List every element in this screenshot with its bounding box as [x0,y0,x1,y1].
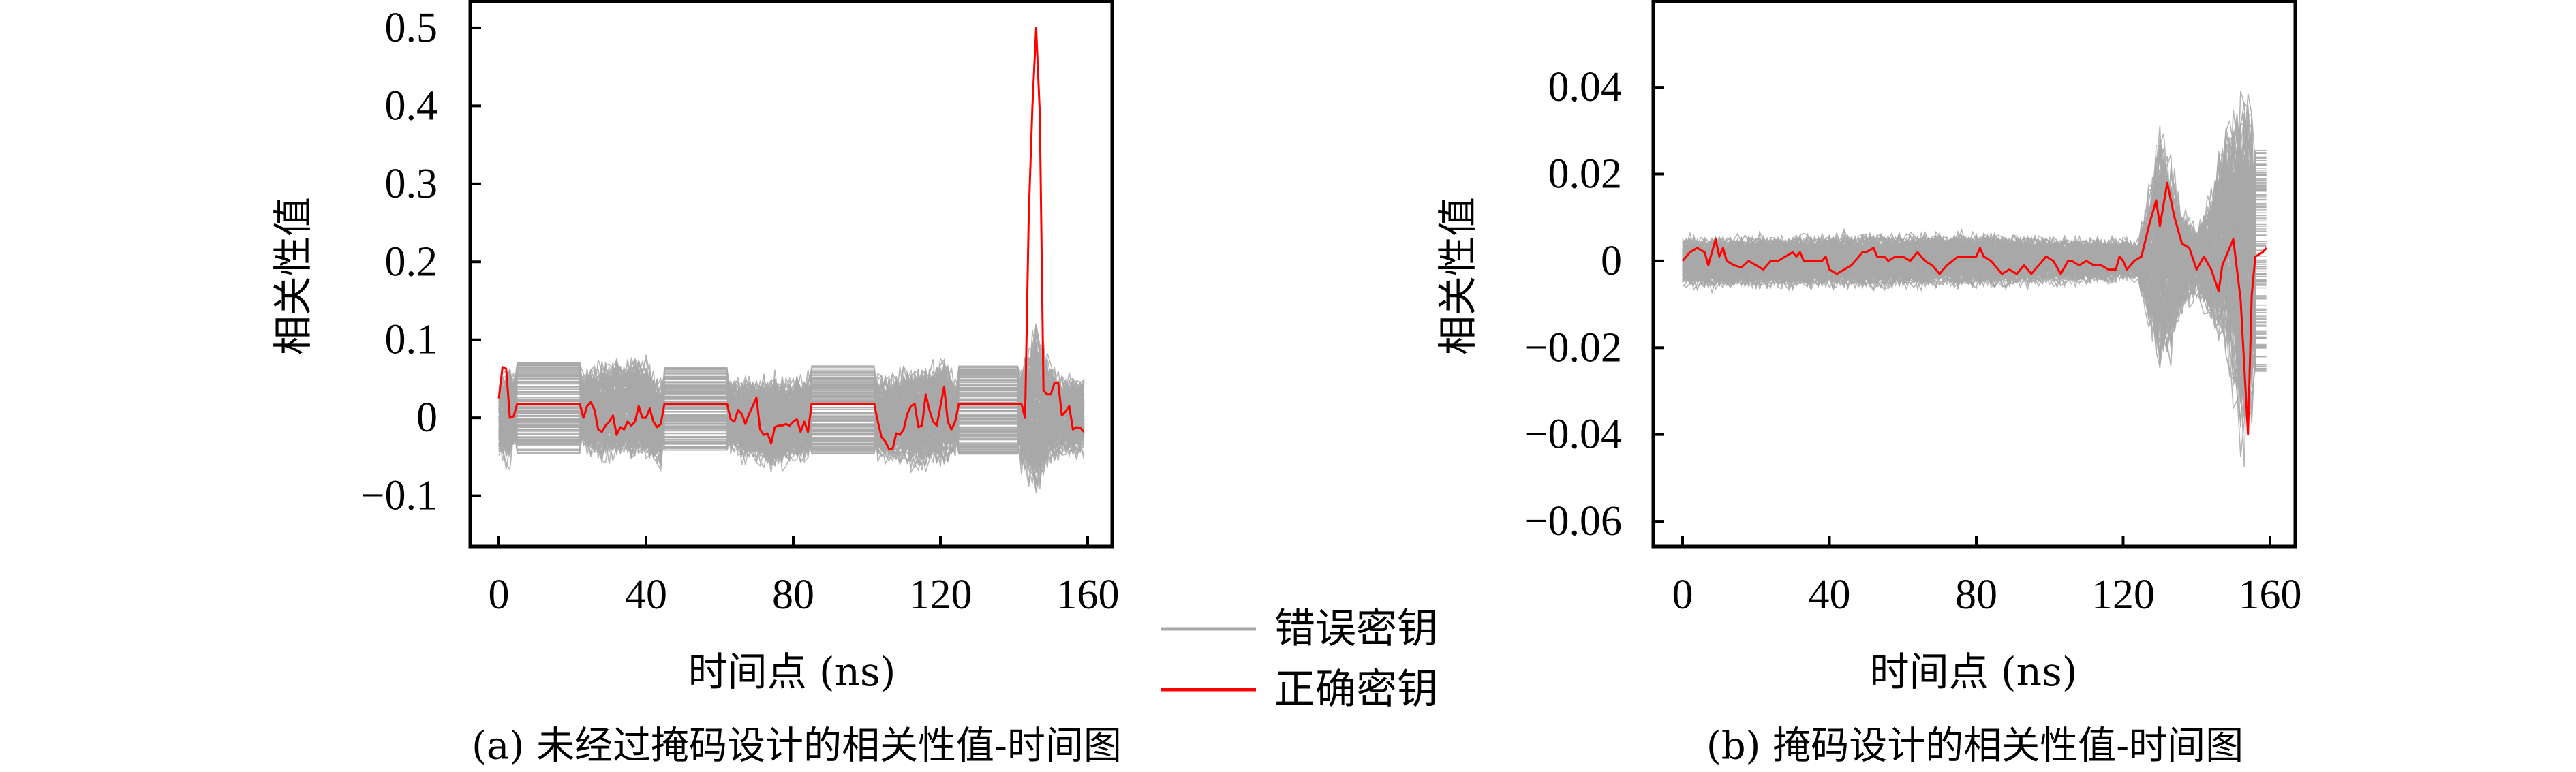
y-tick-label: 0 [416,395,438,441]
y-tick-label: 0.02 [1548,151,1623,198]
x-tick-label: 80 [772,572,814,618]
x-tick-label: 80 [1955,572,1997,618]
y-tick-label: −0.02 [1524,324,1622,371]
y-tick-label: −0.06 [1524,498,1622,544]
plot-area [497,27,1085,493]
wrong-key-trace [1682,230,2267,396]
wrong-key-trace [498,374,1085,454]
wrong-key-trace [1682,144,2267,367]
wrong-key-trace [1682,168,2267,305]
y-tick-label: 0.1 [385,317,438,363]
x-tick-label: 160 [2239,572,2302,618]
y-tick-label: −0.04 [1524,412,1622,458]
correct-key-line [1681,181,2267,436]
wrong-key-trace [498,380,1085,459]
y-tick-label: 0.4 [385,82,438,129]
y-tick-label: 0.3 [385,161,438,207]
panel-caption: (a) 未经过掩码设计的相关性值-时间图 [472,724,1122,769]
x-axis-label: 时间点 (ns) [688,649,896,695]
wrong-key-trace [1682,156,2267,277]
y-tick-label: 0 [1601,238,1622,284]
y-tick-label: 0.2 [385,238,438,285]
x-tick-label: 40 [625,572,667,618]
legend: 错误密钥 正确密钥 [1161,605,1438,713]
wrong-key-trace [1682,235,2267,342]
axes-frame [1651,0,2297,549]
panel-b-chart: 0 40 80 120 160 −0.06 −0.04 −0.02 0 0.02 0.04 相关性值时… [1435,0,2302,769]
x-tick-label: 0 [489,572,510,618]
x-tick-label: 120 [909,572,972,618]
plot-area [1681,91,2267,467]
y-tick-label: 0.5 [385,5,438,51]
x-tick-label: 0 [1672,572,1693,618]
x-tick-label: 160 [1056,572,1120,618]
legend-label-wrong-key: 错误密钥 [1274,605,1438,653]
x-tick-label: 40 [1809,572,1851,618]
legend-label-correct-key: 正确密钥 [1274,666,1438,713]
x-axis-label: 时间点 (ns) [1870,649,2078,695]
wrong-key-trace [498,369,1085,435]
y-axis-label: 相关性值 [1435,197,1481,355]
wrong-key-trace [1682,260,2267,392]
wrong-key-trace [498,368,1085,447]
wrong-key-trace [498,370,1085,484]
y-tick-label: −0.1 [361,473,438,519]
correct-key-line [497,27,1085,450]
x-tick-label: 120 [2091,572,2155,618]
panel-caption: (b) 掩码设计的相关性值-时间图 [1706,724,2243,769]
wrong-key-trace [1682,256,2267,398]
y-axis-label: 相关性值 [270,197,316,355]
axes-frame [468,0,1114,549]
y-tick-label: 0.04 [1548,64,1623,110]
wrong-key-trace [1682,193,2267,335]
